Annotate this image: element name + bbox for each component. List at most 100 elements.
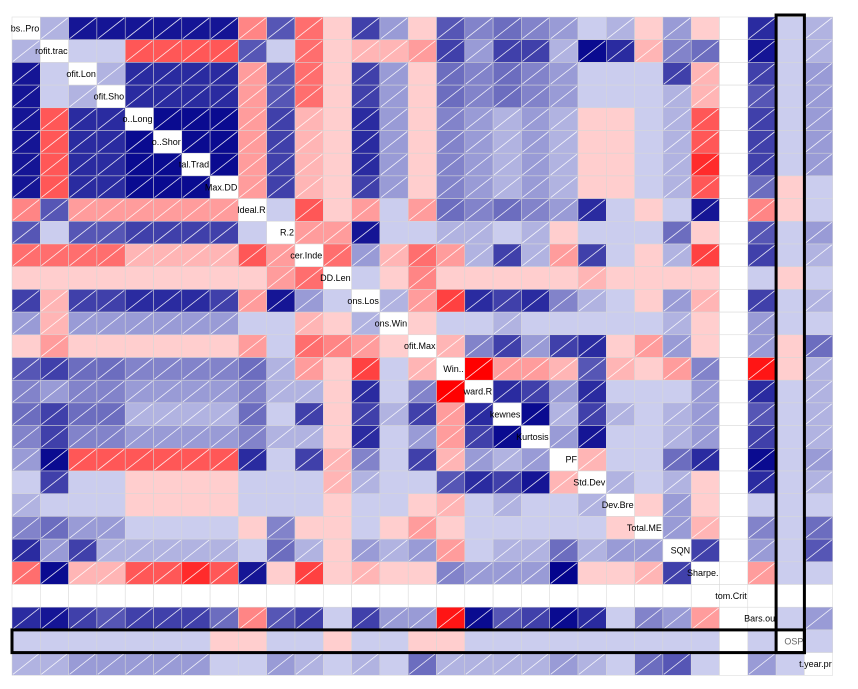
cell-direction-mark: [125, 63, 153, 85]
cell-direction-mark: [239, 562, 266, 584]
heatmap-cell: [549, 493, 579, 517]
cell-direction-mark: [748, 244, 776, 267]
heatmap-cell: [719, 425, 749, 449]
heatmap-cell: [294, 516, 324, 540]
cell-direction-mark: [12, 85, 40, 108]
cell-direction-mark: [239, 426, 266, 448]
cell-direction-mark: [97, 517, 125, 539]
cell-direction-mark: [691, 358, 719, 380]
heatmap-cell: [181, 584, 211, 608]
heatmap-cell: [747, 584, 777, 608]
cell-direction-mark: [380, 607, 408, 630]
variable-label: Ideal.R: [237, 205, 266, 215]
heatmap-cell: [266, 311, 296, 336]
cell-direction-mark: [691, 153, 719, 176]
cell-direction-mark: [663, 131, 691, 153]
variable-label: rofit.trac: [35, 46, 68, 56]
heatmap-cell: [521, 266, 550, 290]
cell-direction-mark: [635, 539, 663, 562]
cell-direction-mark: [352, 85, 380, 108]
heatmap-cell: [634, 266, 664, 290]
cell-direction-mark: [437, 471, 465, 494]
cell-direction-mark: [12, 380, 40, 403]
cell-direction-mark: [550, 17, 578, 40]
cell-direction-mark: [465, 335, 493, 357]
cell-direction-mark: [663, 403, 691, 425]
cell-direction-mark: [295, 403, 323, 425]
heatmap-cell: [40, 493, 69, 517]
cell-direction-mark: [663, 85, 691, 108]
heatmap-cell: [379, 357, 409, 381]
heatmap-cell: [181, 470, 211, 494]
heatmap-cell: [606, 584, 635, 608]
heatmap-cell: [407, 175, 437, 199]
heatmap-cell: [690, 311, 720, 336]
cell-direction-mark: [493, 539, 521, 562]
cell-direction-mark: [437, 335, 465, 357]
cell-direction-mark: [522, 85, 549, 108]
cell-direction-mark: [97, 448, 125, 471]
cell-direction-mark: [154, 108, 182, 130]
cell-direction-mark: [380, 63, 408, 85]
cell-direction-mark: [239, 131, 266, 153]
cell-direction-mark: [97, 199, 125, 221]
heatmap-cell: [124, 516, 154, 540]
cell-direction-mark: [210, 85, 238, 108]
heatmap-cell: [323, 357, 352, 381]
cell-direction-mark: [295, 267, 323, 289]
cell-direction-mark: [324, 221, 351, 244]
cell-direction-mark: [578, 403, 606, 425]
cell-direction-mark: [578, 380, 606, 403]
cell-direction-mark: [69, 562, 97, 584]
cell-direction-mark: [41, 290, 68, 312]
cell-direction-mark: [182, 607, 210, 630]
cell-direction-mark: [437, 244, 465, 267]
diagonal-cell: [804, 652, 833, 676]
cell-direction-mark: [210, 539, 238, 562]
heatmap-cell: [379, 470, 409, 494]
cell-direction-mark: [239, 153, 266, 176]
cell-direction-mark: [607, 40, 634, 62]
heatmap-cell: [11, 266, 41, 290]
cell-direction-mark: [125, 448, 153, 471]
cell-direction-mark: [69, 199, 97, 221]
heatmap-cell: [719, 311, 749, 336]
heatmap-cell: [68, 39, 98, 63]
cell-direction-mark: [663, 562, 691, 584]
cell-direction-mark: [295, 17, 323, 40]
cell-direction-mark: [154, 153, 182, 176]
cell-direction-mark: [210, 448, 238, 471]
cell-direction-mark: [12, 290, 40, 312]
cell-direction-mark: [182, 85, 210, 108]
heatmap-cell: [719, 175, 749, 199]
heatmap-cell: [719, 652, 749, 676]
cell-direction-mark: [41, 153, 68, 176]
heatmap-cell: [804, 629, 833, 653]
cell-direction-mark: [805, 290, 832, 312]
heatmap-cell: [379, 584, 409, 608]
heatmap-cell: [266, 448, 296, 472]
cell-direction-mark: [41, 517, 68, 539]
variable-label: R.2: [280, 228, 294, 238]
cell-direction-mark: [748, 426, 776, 448]
heatmap-cell: [407, 221, 437, 245]
cell-direction-mark: [380, 244, 408, 267]
cell-direction-mark: [210, 199, 238, 221]
heatmap-cell: [11, 584, 41, 608]
cell-direction-mark: [663, 244, 691, 267]
cell-direction-mark: [154, 403, 182, 425]
cell-direction-mark: [267, 290, 295, 312]
cell-direction-mark: [295, 312, 323, 335]
cell-direction-mark: [267, 517, 295, 539]
heatmap-cell: [40, 62, 69, 86]
heatmap-cell: [521, 516, 550, 540]
heatmap-cell: [521, 493, 550, 517]
heatmap-cell: [11, 629, 41, 653]
cell-direction-mark: [352, 653, 380, 675]
cell-direction-mark: [493, 562, 521, 584]
heatmap-cell: [606, 425, 635, 449]
heatmap-cell: [266, 493, 296, 517]
cell-direction-mark: [663, 471, 691, 494]
heatmap-cell: [577, 152, 607, 177]
cell-direction-mark: [437, 108, 465, 130]
